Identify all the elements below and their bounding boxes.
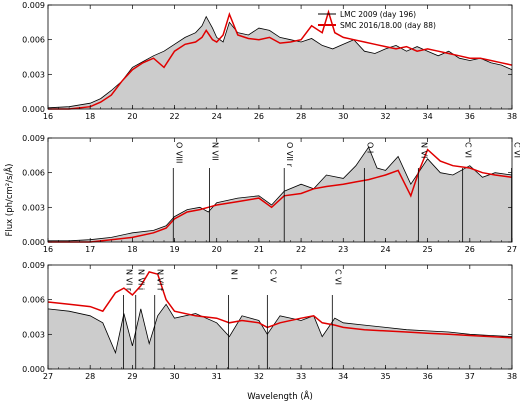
x-tick-label: 18 [85, 112, 95, 121]
y-tick-label: 0.006 [22, 296, 45, 305]
x-tick-label: 34 [338, 372, 348, 381]
line-marker-label: O I [365, 142, 374, 153]
x-tick-label: 16 [43, 112, 53, 121]
series-fill-lmc [48, 16, 512, 110]
line-marker-label: N I [230, 269, 239, 280]
x-tick-label: 38 [507, 372, 517, 381]
x-tick-label: 19 [169, 245, 179, 254]
x-tick-label: 28 [85, 372, 95, 381]
line-marker-label: N VI r [125, 269, 134, 292]
x-tick-label: 26 [465, 245, 475, 254]
y-axis-title: Flux (ph/cm²/s/Å) [3, 164, 15, 237]
y-tick-label: 0.009 [22, 1, 45, 10]
y-tick-label: 0.009 [22, 261, 45, 270]
series-line-smc [47, 271, 513, 339]
legend: LMC 2009 (day 196) SMC 2016/18.00 (day 88… [318, 10, 436, 30]
x-tick-label: 24 [212, 112, 222, 121]
x-tick-label: 20 [212, 245, 222, 254]
x-tick-label: 32 [380, 112, 390, 121]
line-marker-label: C VI [513, 142, 520, 158]
panels: 16 18 20 22 24 26 28 30 32 34 36 38 0.000 0.003 0.006 0… [22, 1, 520, 381]
x-tick-label: 35 [380, 372, 390, 381]
x-tick-label: 30 [169, 372, 179, 381]
x-tick-label: 38 [507, 112, 517, 121]
x-tick-label: 36 [423, 372, 433, 381]
y-tick-label: 0.000 [22, 365, 45, 374]
x-tick-label: 31 [212, 372, 222, 381]
line-marker-label: N VII [211, 142, 220, 161]
y-tick-label: 0.006 [22, 169, 45, 178]
y-tick-label: 0.003 [22, 330, 45, 339]
x-tick-label: 20 [127, 112, 137, 121]
line-marker-label: C VI [464, 142, 473, 158]
line-marker-label: N VI [419, 142, 428, 158]
x-tick-label: 28 [296, 112, 306, 121]
panel-2: 16 17 18 19 20 21 22 23 24 25 26 27 0.000 0.003 0.006 0… [22, 134, 520, 254]
line-marker-label: O VII r [285, 142, 294, 168]
series-line-smc [48, 148, 513, 243]
line-marker-label: C VI [333, 269, 342, 285]
series-line-lmc [47, 15, 513, 109]
x-tick-label: 30 [338, 112, 348, 121]
series-line-lmc [48, 146, 513, 242]
line-marker-label: N VI i [137, 269, 146, 290]
y-tick-label: 0.000 [22, 238, 45, 247]
x-tick-label: 21 [254, 245, 264, 254]
x-tick-label: 22 [169, 112, 179, 121]
x-tick-label: 18 [127, 245, 137, 254]
series-line-lmc [47, 303, 513, 355]
line-marker-label: C V [268, 269, 277, 283]
line-marker-label: N VI f [156, 269, 165, 291]
series-fill-lmc [48, 304, 512, 369]
x-tick-label: 23 [338, 245, 348, 254]
x-tick-label: 26 [254, 112, 264, 121]
x-tick-label: 27 [507, 245, 517, 254]
x-axis-title: Wavelength (Å) [247, 390, 313, 402]
x-tick-label: 25 [423, 245, 433, 254]
y-tick-label: 0.000 [22, 105, 45, 114]
line-marker-label: O VIII [174, 142, 183, 163]
x-tick-label: 17 [85, 245, 95, 254]
panel-1: 16 18 20 22 24 26 28 30 32 34 36 38 0.000 0.003 0.006 0… [22, 1, 517, 121]
x-tick-label: 22 [296, 245, 306, 254]
x-tick-label: 37 [465, 372, 475, 381]
y-tick-label: 0.003 [22, 203, 45, 212]
legend-label: SMC 2016/18.00 (day 88) [340, 21, 436, 30]
y-tick-label: 0.009 [22, 134, 45, 143]
x-tick-label: 33 [296, 372, 306, 381]
legend-label: LMC 2009 (day 196) [340, 10, 416, 19]
x-tick-label: 36 [465, 112, 475, 121]
x-tick-label: 32 [254, 372, 264, 381]
y-tick-label: 0.003 [22, 70, 45, 79]
x-tick-label: 24 [380, 245, 390, 254]
panel-3: 27 28 29 30 31 32 33 34 35 36 37 38 0.000 0.003 0.006 0… [22, 261, 517, 381]
x-tick-label: 27 [43, 372, 53, 381]
series-line-smc [48, 9, 513, 110]
x-tick-label: 29 [127, 372, 137, 381]
x-tick-label: 16 [43, 245, 53, 254]
x-tick-label: 34 [423, 112, 433, 121]
y-tick-label: 0.006 [22, 36, 45, 45]
